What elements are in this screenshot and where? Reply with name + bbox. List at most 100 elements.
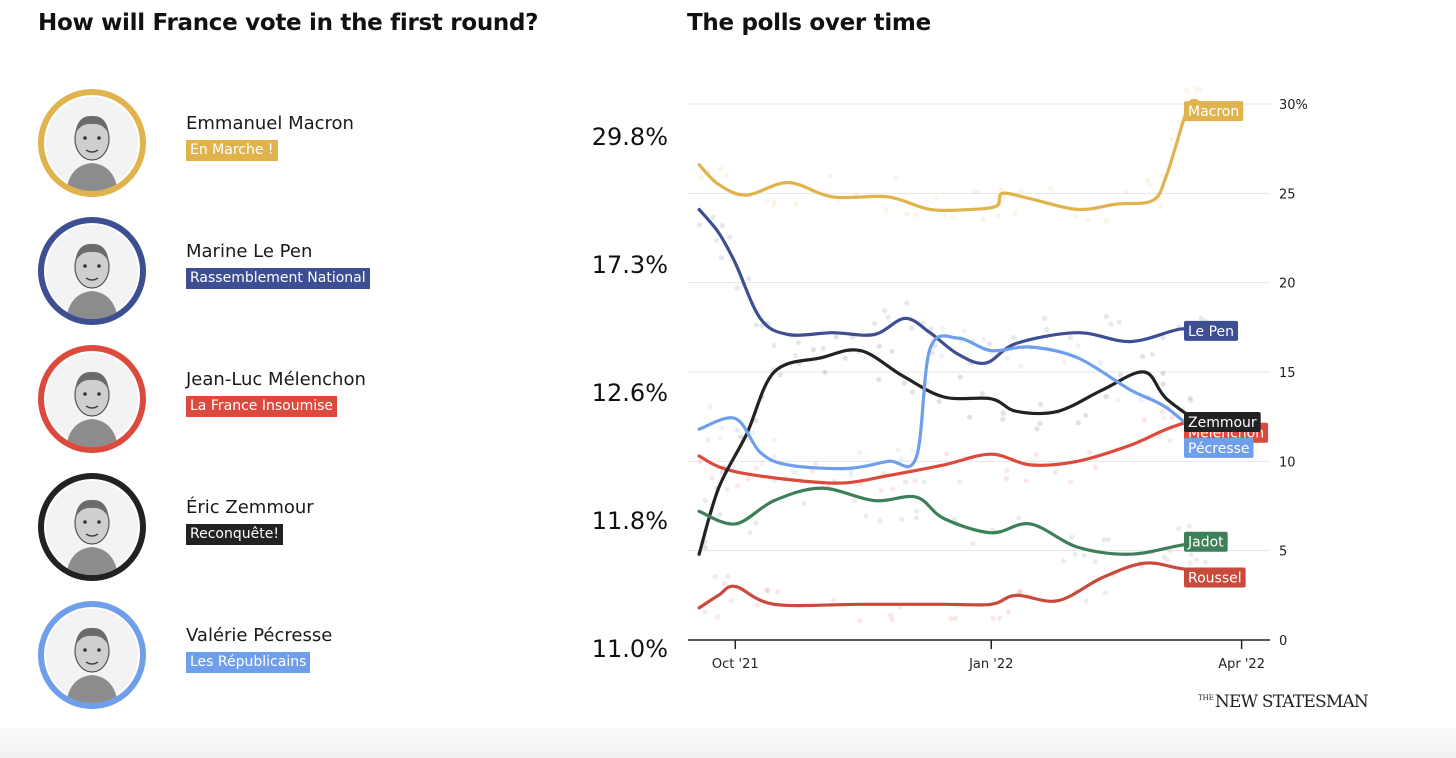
- poll-dot: [1018, 363, 1024, 370]
- poll-dot: [715, 614, 721, 620]
- poll-dot: [717, 512, 723, 518]
- poll-dot: [747, 529, 753, 536]
- series-label-background: [1184, 531, 1228, 552]
- poll-dot: [754, 465, 760, 471]
- poll-dot: [1123, 189, 1129, 195]
- poll-dot: [1149, 351, 1155, 357]
- poll-dot: [1102, 589, 1108, 596]
- poll-dot: [1067, 334, 1074, 341]
- poll-dot: [1161, 554, 1167, 560]
- poll-dot: [1023, 478, 1029, 484]
- series-line-pecresse: [697, 334, 1210, 471]
- series-label-background: [1184, 437, 1254, 458]
- poll-dot: [753, 418, 759, 424]
- poll-dot: [1017, 589, 1023, 595]
- candidate-name: Marine Le Pen: [186, 241, 313, 262]
- poll-dot: [737, 434, 744, 440]
- poll-dot: [745, 476, 751, 482]
- poll-dot: [890, 486, 896, 492]
- poll-dot: [872, 320, 878, 326]
- poll-dot: [892, 175, 899, 181]
- party-badge: En Marche !: [186, 140, 278, 161]
- poll-dot: [1105, 537, 1111, 543]
- y-tick-label: 30%: [1279, 98, 1308, 113]
- poll-dot: [936, 398, 942, 404]
- poll-dot: [950, 214, 956, 220]
- poll-dot: [942, 213, 948, 219]
- poll-dot: [827, 173, 833, 179]
- left-title: How will France vote in the first round?: [38, 10, 539, 36]
- candidate-row-emmanuel-macron: Emmanuel Macron En Marche ! 29.8%: [38, 89, 668, 197]
- pecresse-portrait-icon: [38, 601, 146, 709]
- poll-dot: [1069, 534, 1075, 540]
- poll-dot: [1103, 394, 1109, 400]
- poll-dot: [702, 545, 708, 551]
- poll-dot: [939, 353, 945, 359]
- poll-dot: [702, 498, 708, 504]
- poll-dot: [1116, 319, 1122, 325]
- poll-dot: [956, 479, 963, 485]
- series-label-background: [1184, 412, 1261, 433]
- poll-dot: [986, 340, 992, 347]
- poll-dot: [777, 372, 783, 378]
- poll-dot: [1138, 397, 1144, 403]
- poll-dot: [1001, 194, 1007, 200]
- poll-dot: [718, 254, 725, 261]
- poll-dot: [790, 468, 796, 475]
- series-label-text: Le Pen: [1188, 324, 1234, 340]
- poll-dot: [1018, 188, 1024, 194]
- poll-dot: [713, 237, 720, 243]
- poll-dot: [1016, 588, 1023, 594]
- poll-dot: [1037, 420, 1043, 427]
- candidate-row-valerie-pecresse: Valérie Pécresse Les Républicains 11.0%: [38, 601, 668, 709]
- series-label-text: Zemmour: [1188, 415, 1257, 431]
- poll-dot: [775, 589, 781, 595]
- poll-dot: [1061, 359, 1068, 366]
- poll-dot: [998, 187, 1004, 193]
- poll-dot: [1103, 313, 1109, 320]
- poll-dot: [813, 461, 819, 467]
- poll-dot: [878, 488, 884, 494]
- poll-dot: [1176, 526, 1182, 532]
- poll-dot: [725, 574, 731, 580]
- poll-dot: [793, 201, 799, 208]
- poll-dot: [913, 515, 920, 521]
- poll-dot: [909, 389, 916, 395]
- poll-dot: [1117, 372, 1124, 378]
- poll-dot: [1000, 410, 1006, 416]
- poll-dot: [1052, 469, 1059, 476]
- y-tick-label: 5: [1279, 545, 1287, 560]
- poll-dot: [1164, 557, 1170, 563]
- poll-dot: [697, 459, 703, 465]
- logo-main: NEW STATESMAN: [1214, 692, 1369, 712]
- poll-dot: [1097, 360, 1103, 366]
- poll-dot: [710, 214, 716, 220]
- series-label-background: [1184, 101, 1244, 122]
- series-label-le-pen: Le Pen: [1184, 320, 1239, 341]
- x-tick-label: Apr '22: [1218, 657, 1265, 672]
- poll-dot: [771, 198, 778, 204]
- poll-dot: [1198, 86, 1204, 92]
- poll-dot: [980, 216, 987, 222]
- poll-dot: [719, 425, 725, 431]
- poll-dot: [1103, 218, 1110, 224]
- series-label-text: Jadot: [1187, 535, 1224, 551]
- poll-dot: [822, 369, 828, 376]
- series-label-pecresse: Pécresse: [1184, 437, 1254, 458]
- candidate-name: Valérie Pécresse: [186, 625, 333, 646]
- poll-dot: [966, 414, 973, 420]
- poll-dot: [1048, 186, 1054, 192]
- poll-dot: [970, 540, 976, 547]
- poll-dot: [771, 454, 777, 460]
- poll-dot: [994, 213, 1001, 219]
- x-tick-label: Jan '22: [968, 657, 1013, 672]
- poll-dot: [895, 447, 901, 453]
- poll-dot: [1101, 537, 1107, 543]
- poll-dot: [1159, 409, 1166, 415]
- poll-dot: [794, 470, 800, 476]
- candidate-percentage: 11.0%: [591, 635, 668, 663]
- poll-dot: [929, 350, 935, 356]
- poll-dot: [1156, 433, 1162, 439]
- poll-dot: [1093, 464, 1099, 470]
- poll-dot: [1034, 426, 1040, 432]
